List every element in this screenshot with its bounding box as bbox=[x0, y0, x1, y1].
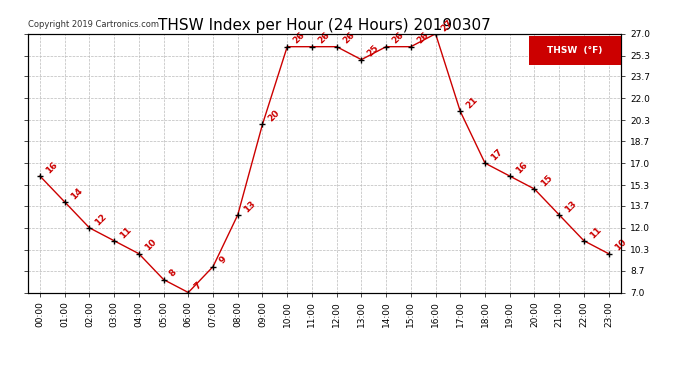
Text: 17: 17 bbox=[489, 147, 504, 162]
Text: 11: 11 bbox=[118, 225, 133, 240]
Text: Copyright 2019 Cartronics.com: Copyright 2019 Cartronics.com bbox=[28, 20, 159, 28]
Text: 26: 26 bbox=[415, 31, 430, 46]
Title: THSW Index per Hour (24 Hours) 20190307: THSW Index per Hour (24 Hours) 20190307 bbox=[158, 18, 491, 33]
Text: 26: 26 bbox=[391, 31, 406, 46]
Text: 12: 12 bbox=[94, 212, 109, 227]
Text: 26: 26 bbox=[316, 31, 331, 46]
Text: 9: 9 bbox=[217, 255, 228, 266]
Text: 10: 10 bbox=[143, 238, 158, 253]
Text: 26: 26 bbox=[341, 31, 356, 46]
Text: 10: 10 bbox=[613, 238, 628, 253]
Text: 13: 13 bbox=[563, 199, 578, 214]
Text: 14: 14 bbox=[69, 186, 84, 201]
Text: 11: 11 bbox=[588, 225, 603, 240]
Text: 27: 27 bbox=[440, 18, 455, 33]
Text: 25: 25 bbox=[366, 44, 381, 59]
Text: 15: 15 bbox=[539, 173, 554, 188]
Text: 8: 8 bbox=[168, 268, 179, 279]
Text: 16: 16 bbox=[44, 160, 59, 175]
Text: 20: 20 bbox=[266, 108, 282, 123]
Text: 16: 16 bbox=[514, 160, 529, 175]
Text: 13: 13 bbox=[242, 199, 257, 214]
Text: 7: 7 bbox=[193, 281, 204, 292]
Text: 26: 26 bbox=[291, 31, 306, 46]
Text: 21: 21 bbox=[464, 95, 480, 111]
